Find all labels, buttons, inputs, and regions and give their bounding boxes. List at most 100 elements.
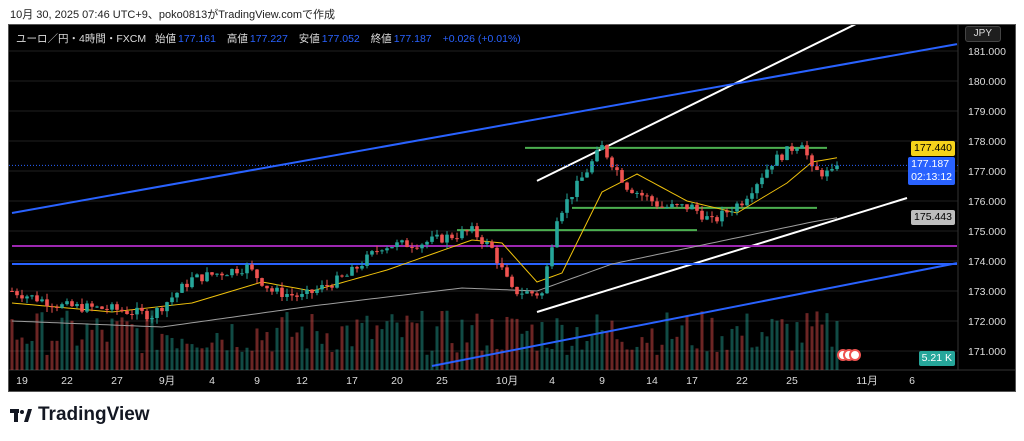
volume-bar xyxy=(205,347,209,370)
candle-body xyxy=(665,207,669,209)
volume-bar xyxy=(360,322,364,370)
volume-bar xyxy=(80,339,84,370)
volume-bar xyxy=(565,354,569,370)
volume-bar xyxy=(345,325,349,370)
symbol-legend: ユーロ／円・4時間・FXCM 始値 177.161 高値 177.227 安値 177… xyxy=(16,31,529,46)
candle-body xyxy=(805,145,809,156)
y-tick-label: 177.000 xyxy=(968,166,1006,178)
volume-bar xyxy=(55,340,59,370)
candle-body xyxy=(750,193,754,199)
candle-body xyxy=(795,148,799,151)
candle-body xyxy=(295,295,299,297)
candle-body xyxy=(550,247,554,267)
x-tick-label: 25 xyxy=(436,375,448,387)
volume-bar xyxy=(385,321,389,370)
volume-bar xyxy=(500,349,504,370)
volume-bar xyxy=(175,348,179,370)
candle-body xyxy=(235,268,239,274)
event-icon xyxy=(849,349,861,361)
candle-body xyxy=(580,177,584,181)
price-chart[interactable]: 181.000 180.000 179.000 178.000 177.000 176.0… xyxy=(9,25,1015,391)
candle-body xyxy=(150,317,154,320)
volume-bar xyxy=(155,349,159,370)
volume-bar xyxy=(535,350,539,370)
volume-bar xyxy=(640,337,644,370)
volume-bar xyxy=(250,350,254,370)
volume-bar xyxy=(625,349,629,370)
candle-body xyxy=(830,169,834,171)
volume-bar xyxy=(310,314,314,370)
volume-bar xyxy=(405,315,409,370)
candle-body xyxy=(645,195,649,197)
volume-bar xyxy=(720,336,724,370)
candle-body xyxy=(170,297,174,303)
volume-bar xyxy=(620,341,624,370)
volume-bar xyxy=(275,327,279,370)
channel-lower-line xyxy=(536,197,908,313)
volume-bar xyxy=(575,327,579,370)
candle-body xyxy=(195,274,199,278)
y-tick-label: 179.000 xyxy=(968,106,1006,118)
candle-body xyxy=(445,234,449,243)
candle-body xyxy=(625,182,629,190)
candle-body xyxy=(690,204,694,210)
volume-bar xyxy=(480,350,484,370)
candle-body xyxy=(145,310,149,320)
volume-bar xyxy=(725,349,729,370)
candle-body xyxy=(140,307,144,311)
volume-bar xyxy=(40,312,44,370)
candle-body xyxy=(810,155,814,167)
volume-bar xyxy=(315,331,319,370)
candle-body xyxy=(675,204,679,206)
candle-body xyxy=(485,241,489,244)
candle-body xyxy=(635,192,639,194)
candle-body xyxy=(10,291,14,292)
volume-bar xyxy=(495,348,499,370)
candle-body xyxy=(610,157,614,168)
candle-body xyxy=(405,240,409,248)
volume-bar xyxy=(165,335,169,370)
volume-bar xyxy=(355,319,359,370)
volume-bar xyxy=(515,318,519,370)
volume-bar xyxy=(765,336,769,370)
volume-bar xyxy=(615,339,619,370)
volume-bar xyxy=(645,342,649,370)
candle-body xyxy=(525,291,529,294)
volume-bar xyxy=(695,348,699,370)
candle-body xyxy=(70,301,74,307)
volume-bar xyxy=(300,326,304,370)
volume-bar xyxy=(125,321,129,370)
volume-bar xyxy=(490,319,494,370)
volume-bar xyxy=(475,313,479,370)
volume-bar xyxy=(280,317,284,370)
volume-bar xyxy=(820,324,824,370)
candle-body xyxy=(630,189,634,194)
candle-body xyxy=(770,165,774,170)
volume-bar xyxy=(305,348,309,370)
volume-bar xyxy=(135,328,139,370)
currency-button[interactable]: JPY xyxy=(964,26,1001,42)
candle-body xyxy=(135,307,139,315)
candle-body xyxy=(120,309,124,312)
candle-body xyxy=(200,274,204,282)
x-tick-label: 4 xyxy=(549,375,555,387)
volume-bar xyxy=(35,313,39,370)
candle-body xyxy=(605,145,609,158)
candle-body xyxy=(660,206,664,208)
tradingview-logo[interactable]: TradingView xyxy=(10,404,150,426)
candle-body xyxy=(115,304,119,310)
chart-panel[interactable]: 181.000 180.000 179.000 178.000 177.000 176.0… xyxy=(8,24,1016,392)
symbol-name[interactable]: ユーロ／円・4時間・FXCM xyxy=(16,33,147,45)
candle-body xyxy=(400,240,404,243)
x-tick-label: 6 xyxy=(909,375,915,387)
x-tick-label: 10月 xyxy=(496,375,518,387)
candle-body xyxy=(290,294,294,296)
x-tick-label: 17 xyxy=(346,375,358,387)
candle-body xyxy=(45,299,49,307)
candle-body xyxy=(385,248,389,251)
volume-bar xyxy=(260,340,264,370)
volume-bar xyxy=(415,323,419,370)
volume-bar xyxy=(220,339,224,370)
volume-bar xyxy=(150,310,154,370)
volume-bar xyxy=(370,339,374,370)
